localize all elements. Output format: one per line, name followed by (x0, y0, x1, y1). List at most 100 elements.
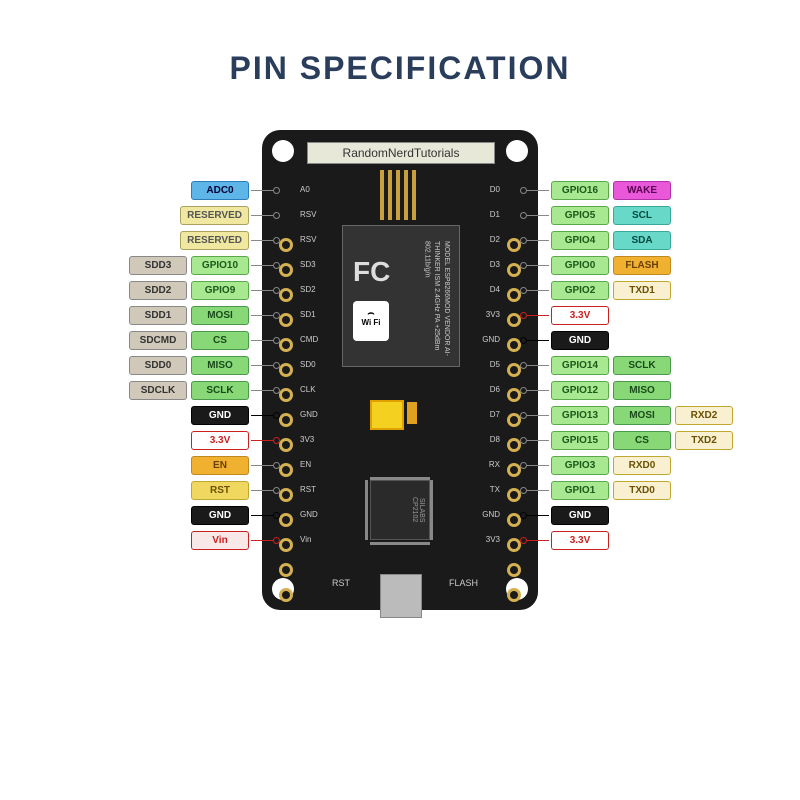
pin-label-reserved: RESERVED (180, 231, 249, 250)
pin-label-miso: MISO (613, 381, 671, 400)
pin-label-gpio13: GPIO13 (551, 406, 609, 425)
lead-line (251, 415, 273, 416)
pin-label-txd1: TXD1 (613, 281, 671, 300)
silk-label: RX (476, 460, 500, 469)
pin-row: GND (520, 506, 611, 525)
pin-hole (279, 388, 293, 402)
pin-hole (507, 288, 521, 302)
pin-label-sdd1: SDD1 (129, 306, 187, 325)
pin-label-gpio14: GPIO14 (551, 356, 609, 375)
pin-hole (279, 463, 293, 477)
pin-label-gpio16: GPIO16 (551, 181, 609, 200)
pin-hole (279, 538, 293, 552)
pin-row: 3.3V (520, 306, 611, 325)
component-icon (407, 402, 417, 424)
usb-port-icon (380, 574, 422, 618)
pin-label-gpio2: GPIO2 (551, 281, 609, 300)
pin-label-rxd2: RXD2 (675, 406, 733, 425)
silk-label: RSV (300, 210, 324, 219)
esp-chip: FC ⌢Wi Fi MODEL ESP8266MOD VENDOR AI-THI… (342, 225, 460, 367)
chip-markings: MODEL ESP8266MOD VENDOR AI-THINKER ISM 2… (422, 241, 451, 366)
lead-dot (520, 312, 527, 319)
chip-pins-icon (370, 475, 430, 480)
pin-row: SDCMDCS (127, 331, 280, 350)
pin-hole (279, 313, 293, 327)
pin-label-gpio0: GPIO0 (551, 256, 609, 275)
pin-row: GPIO4SDA (520, 231, 673, 250)
pin-row: GPIO15CSTXD2 (520, 431, 735, 450)
silk-label: RST (300, 485, 324, 494)
pin-label-sdd3: SDD3 (129, 256, 187, 275)
lead-dot (273, 412, 280, 419)
pin-label-vin: Vin (191, 531, 249, 550)
lead-dot (520, 462, 527, 469)
lead-line (527, 415, 549, 416)
lead-dot (520, 487, 527, 494)
lead-line (527, 465, 549, 466)
pin-hole (507, 588, 521, 602)
pin-row: GPIO3RXD0 (520, 456, 673, 475)
silk-label: SD3 (300, 260, 324, 269)
pin-label-gpio10: GPIO10 (191, 256, 249, 275)
lead-line (527, 340, 549, 341)
pin-row: GPIO1TXD0 (520, 481, 673, 500)
silk-label: GND (300, 410, 324, 419)
wifi-icon: ⌢Wi Fi (353, 301, 389, 341)
pin-label-rst: RST (191, 481, 249, 500)
pin-row: GPIO12MISO (520, 381, 673, 400)
pin-row: 3.3V (189, 431, 280, 450)
silk-label: D5 (476, 360, 500, 369)
lead-line (527, 265, 549, 266)
pin-hole (279, 438, 293, 452)
lead-line (251, 515, 273, 516)
pin-label-gnd: GND (191, 506, 249, 525)
board-outline: RandomNerdTutorials FC ⌢Wi Fi MODEL ESP8… (262, 130, 538, 610)
silk-label: CMD (300, 335, 324, 344)
mounting-hole (506, 140, 528, 162)
lead-line (527, 515, 549, 516)
silk-label: GND (476, 335, 500, 344)
pin-hole (507, 413, 521, 427)
attribution-label: RandomNerdTutorials (307, 142, 495, 164)
lead-dot (273, 187, 280, 194)
pin-hole (279, 588, 293, 602)
pin-label-sdcmd: SDCMD (129, 331, 187, 350)
pin-hole (279, 263, 293, 277)
lead-dot (520, 512, 527, 519)
pin-label-gpio1: GPIO1 (551, 481, 609, 500)
chip-pins-icon (370, 540, 430, 545)
pin-label-gpio5: GPIO5 (551, 206, 609, 225)
pin-row: GPIO13MOSIRXD2 (520, 406, 735, 425)
pin-label-rxd0: RXD0 (613, 456, 671, 475)
pin-row: GND (520, 331, 611, 350)
pin-hole (507, 563, 521, 577)
page-title: PIN SPECIFICATION (0, 0, 800, 87)
pin-label-33v: 3.3V (551, 531, 609, 550)
pin-row: SDD0MISO (127, 356, 280, 375)
silk-label: TX (476, 485, 500, 494)
lead-dot (520, 362, 527, 369)
silk-label: SD0 (300, 360, 324, 369)
lead-dot (273, 287, 280, 294)
pin-hole (279, 288, 293, 302)
pin-hole (507, 263, 521, 277)
pin-label-sclk: SCLK (613, 356, 671, 375)
lead-line (527, 390, 549, 391)
fcc-icon: FC (353, 256, 390, 288)
silk-label: CLK (300, 385, 324, 394)
pin-label-gpio9: GPIO9 (191, 281, 249, 300)
lead-line (527, 540, 549, 541)
pin-hole (507, 488, 521, 502)
pin-label-gpio15: GPIO15 (551, 431, 609, 450)
pin-row: GPIO16WAKE (520, 181, 673, 200)
pin-row: SDD3GPIO10 (127, 256, 280, 275)
silk-label: SD2 (300, 285, 324, 294)
lead-dot (273, 262, 280, 269)
silk-label: D1 (476, 210, 500, 219)
lead-line (251, 215, 273, 216)
pin-row: 3.3V (520, 531, 611, 550)
silk-label: D2 (476, 235, 500, 244)
lead-line (251, 390, 273, 391)
pin-label-sdclk: SDCLK (129, 381, 187, 400)
lead-dot (520, 437, 527, 444)
